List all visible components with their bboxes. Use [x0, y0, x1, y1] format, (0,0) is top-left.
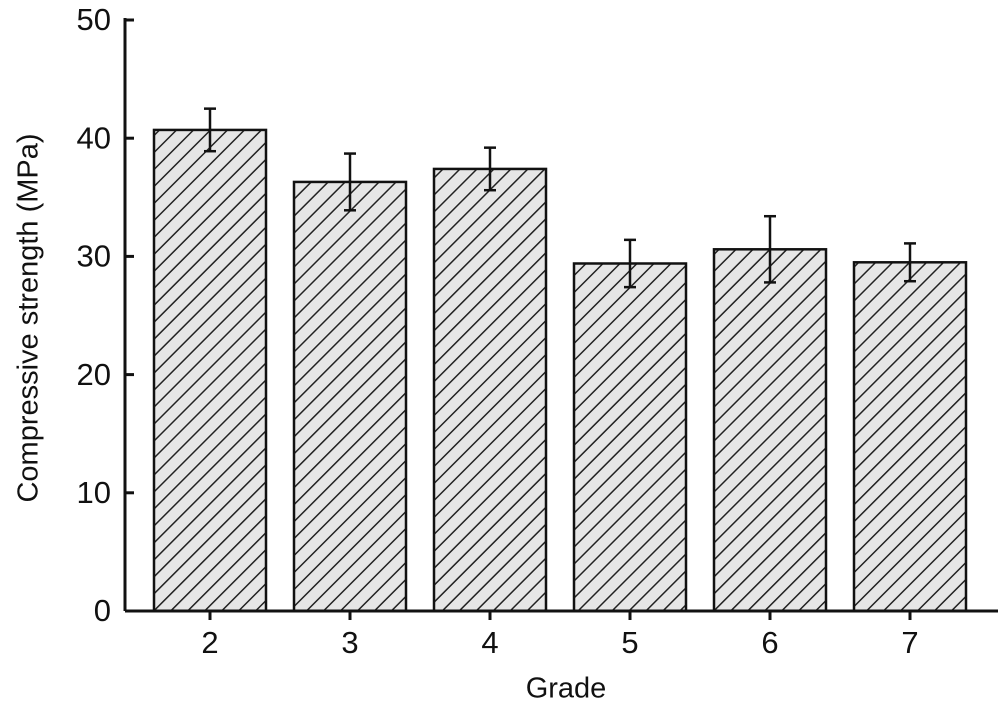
bar [852, 261, 968, 613]
y-tick-label: 10 [77, 475, 111, 510]
x-tick-label: 2 [201, 625, 218, 660]
x-axis-title: Grade [526, 673, 607, 705]
y-tick-label: 0 [94, 593, 111, 628]
y-tick-label: 40 [77, 120, 111, 155]
bar [712, 248, 828, 613]
y-axis-title: Compressive strength (MPa) [13, 133, 45, 502]
plot-area: 0 10 20 30 40 50 2 3 4 5 6 7 [77, 2, 998, 660]
bar [432, 167, 548, 613]
x-tick-label: 5 [621, 625, 638, 660]
x-tick-label: 6 [761, 625, 778, 660]
bar [292, 180, 408, 613]
y-tick-label: 50 [77, 2, 111, 37]
x-tick-label: 4 [481, 625, 498, 660]
y-tick-label: 30 [77, 239, 111, 274]
bar [152, 128, 268, 613]
y-tick-label: 20 [77, 357, 111, 392]
x-tick-label: 3 [341, 625, 358, 660]
bar [572, 262, 688, 613]
x-tick-label: 7 [901, 625, 918, 660]
